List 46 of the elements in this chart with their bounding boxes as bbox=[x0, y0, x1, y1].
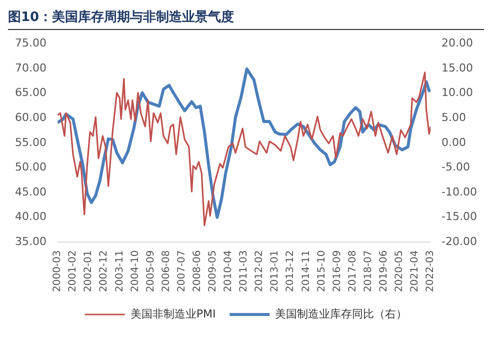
x-tick-label: 2015-10 bbox=[316, 250, 328, 292]
y2-tick-label: 15.00 bbox=[442, 61, 474, 74]
y-tick-label: 45.00 bbox=[14, 185, 46, 198]
x-tick-label: 2019-06 bbox=[378, 250, 390, 292]
x-tick-label: 2007-07 bbox=[176, 250, 188, 292]
x-tick-label: 2010-04 bbox=[223, 250, 234, 292]
y-tick-label: 60.00 bbox=[14, 110, 46, 124]
x-tick-label: 2001-02 bbox=[68, 250, 79, 292]
y-tick-label: 65.00 bbox=[14, 86, 46, 100]
y2-tick-label: -20.00 bbox=[442, 235, 478, 248]
y2-tick-label: 0.00 bbox=[442, 136, 466, 149]
y2-tick-label: -10.00 bbox=[442, 185, 478, 198]
x-tick-label: 2003-11 bbox=[114, 250, 126, 292]
x-tick-label: 2008-06 bbox=[192, 250, 203, 292]
y2-tick-label: 5.00 bbox=[442, 110, 466, 124]
x-tick-label: 2012-02 bbox=[254, 250, 266, 292]
x-tick-label: 2016-09 bbox=[332, 250, 343, 292]
y-tick-label: 70.00 bbox=[14, 61, 46, 74]
y-tick-label: 35.00 bbox=[14, 235, 46, 248]
chart-title: 图10：美国库存周期与非制造业景气度 bbox=[8, 8, 484, 30]
y-tick-label: 75.00 bbox=[14, 36, 46, 50]
y-tick-label: 40.00 bbox=[14, 210, 46, 224]
y2-tick-label: 10.00 bbox=[442, 86, 474, 100]
y2-tick-label: -15.00 bbox=[442, 210, 478, 224]
y-tick-label: 50.00 bbox=[14, 160, 46, 174]
x-tick-label: 2011-03 bbox=[238, 250, 250, 292]
x-tick-label: 2004-10 bbox=[130, 250, 141, 292]
x-tick-label: 2002-12 bbox=[98, 250, 110, 292]
x-tick-label: 2018-07 bbox=[362, 250, 374, 292]
x-tick-label: 2005-09 bbox=[145, 250, 156, 292]
x-tick-label: 2013-01 bbox=[270, 250, 281, 292]
x-tick-label: 2002-01 bbox=[83, 250, 94, 292]
y-tick-label: 55.00 bbox=[14, 136, 46, 149]
y2-tick-label: 20.00 bbox=[442, 36, 474, 50]
x-tick-label: 2006-08 bbox=[160, 250, 172, 292]
x-tick-label: 2013-12 bbox=[285, 250, 296, 292]
x-tick-label: 2000-03 bbox=[52, 250, 64, 292]
y2-tick-label: -5.00 bbox=[442, 160, 470, 174]
x-tick-label: 2022-03 bbox=[425, 250, 436, 292]
x-tick-label: 2020-05 bbox=[394, 250, 406, 292]
x-tick-label: 2017-08 bbox=[347, 250, 358, 292]
legend-label: 美国非制造业PMI bbox=[130, 307, 216, 320]
x-tick-label: 2009-05 bbox=[208, 250, 219, 292]
legend-label: 美国制造业库存同比（右） bbox=[275, 307, 408, 320]
x-tick-label: 2014-11 bbox=[300, 250, 312, 292]
x-tick-label: 2021-04 bbox=[410, 250, 421, 292]
